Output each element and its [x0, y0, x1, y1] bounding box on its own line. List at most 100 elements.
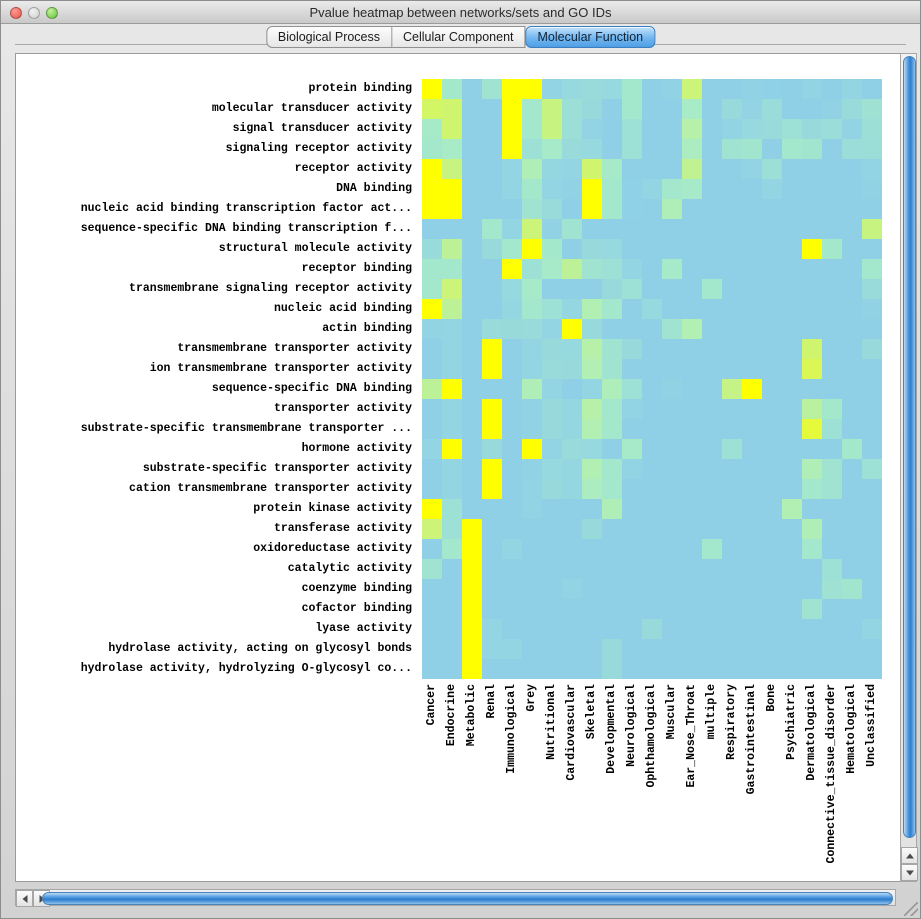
- heatmap-cell[interactable]: [802, 459, 822, 479]
- heatmap-cell[interactable]: [802, 199, 822, 219]
- heatmap-cell[interactable]: [662, 419, 682, 439]
- heatmap-cell[interactable]: [702, 479, 722, 499]
- heatmap-cell[interactable]: [562, 79, 582, 99]
- heatmap-cell[interactable]: [762, 439, 782, 459]
- heatmap-cell[interactable]: [762, 499, 782, 519]
- heatmap-cell[interactable]: [662, 619, 682, 639]
- heatmap-cell[interactable]: [422, 599, 442, 619]
- heatmap-cell[interactable]: [782, 159, 802, 179]
- heatmap-cell[interactable]: [742, 179, 762, 199]
- heatmap-cell[interactable]: [422, 79, 442, 99]
- heatmap-cell[interactable]: [662, 579, 682, 599]
- heatmap-cell[interactable]: [602, 159, 622, 179]
- heatmap-cell[interactable]: [682, 399, 702, 419]
- heatmap-cell[interactable]: [842, 279, 862, 299]
- heatmap-cell[interactable]: [702, 239, 722, 259]
- heatmap-cell[interactable]: [722, 419, 742, 439]
- heatmap-cell[interactable]: [862, 259, 882, 279]
- heatmap-cell[interactable]: [502, 259, 522, 279]
- heatmap-cell[interactable]: [482, 599, 502, 619]
- heatmap-cell[interactable]: [462, 499, 482, 519]
- heatmap-cell[interactable]: [422, 519, 442, 539]
- heatmap-cell[interactable]: [562, 499, 582, 519]
- heatmap-cell[interactable]: [582, 259, 602, 279]
- heatmap-cell[interactable]: [642, 539, 662, 559]
- heatmap-cell[interactable]: [442, 339, 462, 359]
- heatmap-cell[interactable]: [702, 159, 722, 179]
- heatmap-cell[interactable]: [502, 639, 522, 659]
- heatmap-cell[interactable]: [622, 99, 642, 119]
- heatmap-cell[interactable]: [622, 279, 642, 299]
- heatmap-cell[interactable]: [702, 419, 722, 439]
- heatmap-cell[interactable]: [442, 219, 462, 239]
- scroll-down-button[interactable]: [901, 864, 918, 881]
- heatmap-cell[interactable]: [442, 659, 462, 679]
- heatmap-cell[interactable]: [782, 459, 802, 479]
- heatmap-cell[interactable]: [422, 179, 442, 199]
- heatmap-cell[interactable]: [822, 399, 842, 419]
- heatmap-cell[interactable]: [662, 319, 682, 339]
- heatmap-cell[interactable]: [722, 239, 742, 259]
- heatmap-cell[interactable]: [682, 619, 702, 639]
- heatmap-cell[interactable]: [542, 439, 562, 459]
- heatmap-cell[interactable]: [822, 479, 842, 499]
- heatmap-cell[interactable]: [422, 579, 442, 599]
- heatmap-cell[interactable]: [422, 479, 442, 499]
- heatmap-cell[interactable]: [742, 519, 762, 539]
- heatmap-cell[interactable]: [742, 219, 762, 239]
- heatmap-cell[interactable]: [702, 299, 722, 319]
- heatmap-cell[interactable]: [462, 219, 482, 239]
- heatmap-cell[interactable]: [482, 659, 502, 679]
- heatmap-cell[interactable]: [582, 339, 602, 359]
- heatmap-cell[interactable]: [722, 199, 742, 219]
- heatmap-cell[interactable]: [822, 519, 842, 539]
- heatmap-cell[interactable]: [482, 319, 502, 339]
- heatmap-cell[interactable]: [802, 579, 822, 599]
- heatmap-cell[interactable]: [582, 619, 602, 639]
- heatmap-cell[interactable]: [582, 419, 602, 439]
- heatmap-cell[interactable]: [542, 459, 562, 479]
- heatmap-cell[interactable]: [562, 559, 582, 579]
- heatmap-cell[interactable]: [482, 339, 502, 359]
- heatmap-cell[interactable]: [702, 99, 722, 119]
- heatmap-cell[interactable]: [822, 359, 842, 379]
- heatmap-cell[interactable]: [562, 359, 582, 379]
- heatmap-cell[interactable]: [502, 439, 522, 459]
- heatmap-cell[interactable]: [482, 419, 502, 439]
- heatmap-cell[interactable]: [802, 279, 822, 299]
- heatmap-cell[interactable]: [442, 639, 462, 659]
- heatmap-cell[interactable]: [702, 199, 722, 219]
- heatmap-cell[interactable]: [542, 419, 562, 439]
- heatmap-cell[interactable]: [682, 519, 702, 539]
- heatmap-cell[interactable]: [622, 459, 642, 479]
- heatmap-cell[interactable]: [802, 639, 822, 659]
- heatmap-cell[interactable]: [742, 319, 762, 339]
- heatmap-cell[interactable]: [642, 279, 662, 299]
- heatmap-cell[interactable]: [802, 239, 822, 259]
- heatmap-cell[interactable]: [722, 479, 742, 499]
- heatmap-cell[interactable]: [682, 439, 702, 459]
- heatmap-cell[interactable]: [562, 599, 582, 619]
- heatmap-cell[interactable]: [662, 299, 682, 319]
- heatmap-cell[interactable]: [462, 519, 482, 539]
- heatmap-cell[interactable]: [602, 639, 622, 659]
- heatmap-cell[interactable]: [682, 599, 702, 619]
- heatmap-cell[interactable]: [482, 619, 502, 639]
- heatmap-cell[interactable]: [482, 499, 502, 519]
- heatmap-cell[interactable]: [682, 359, 702, 379]
- heatmap-cell[interactable]: [462, 479, 482, 499]
- heatmap-cell[interactable]: [682, 219, 702, 239]
- heatmap-cell[interactable]: [682, 379, 702, 399]
- heatmap-cell[interactable]: [482, 379, 502, 399]
- heatmap-cell[interactable]: [542, 499, 562, 519]
- heatmap-cell[interactable]: [642, 499, 662, 519]
- heatmap-cell[interactable]: [582, 559, 602, 579]
- heatmap-cell[interactable]: [822, 559, 842, 579]
- heatmap-cell[interactable]: [722, 659, 742, 679]
- heatmap-cell[interactable]: [702, 119, 722, 139]
- heatmap-cell[interactable]: [422, 659, 442, 679]
- heatmap-cell[interactable]: [482, 79, 502, 99]
- heatmap-cell[interactable]: [802, 359, 822, 379]
- heatmap-cell[interactable]: [542, 399, 562, 419]
- heatmap-cell[interactable]: [502, 579, 522, 599]
